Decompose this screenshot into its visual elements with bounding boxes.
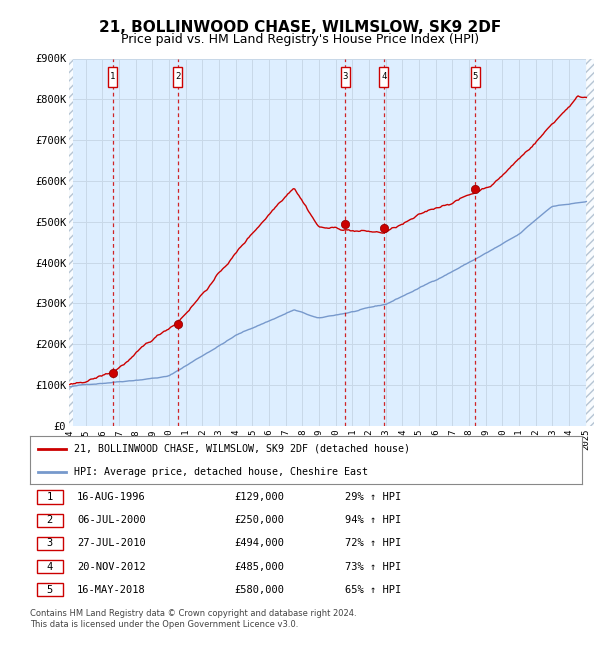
Text: 16-MAY-2018: 16-MAY-2018 <box>77 585 146 595</box>
FancyBboxPatch shape <box>37 537 63 550</box>
Text: 20-NOV-2012: 20-NOV-2012 <box>77 562 146 571</box>
Text: 06-JUL-2000: 06-JUL-2000 <box>77 515 146 525</box>
Bar <box>69 58 73 426</box>
Text: 72% ↑ HPI: 72% ↑ HPI <box>344 538 401 549</box>
FancyBboxPatch shape <box>173 67 182 86</box>
Text: 27-JUL-2010: 27-JUL-2010 <box>77 538 146 549</box>
Text: 1: 1 <box>110 72 115 81</box>
Text: 3: 3 <box>47 538 53 549</box>
FancyBboxPatch shape <box>470 67 480 86</box>
Text: 21, BOLLINWOOD CHASE, WILMSLOW, SK9 2DF (detached house): 21, BOLLINWOOD CHASE, WILMSLOW, SK9 2DF … <box>74 444 410 454</box>
Text: Price paid vs. HM Land Registry's House Price Index (HPI): Price paid vs. HM Land Registry's House … <box>121 32 479 46</box>
Text: £580,000: £580,000 <box>234 585 284 595</box>
Text: 65% ↑ HPI: 65% ↑ HPI <box>344 585 401 595</box>
FancyBboxPatch shape <box>379 67 388 86</box>
Text: 2: 2 <box>47 515 53 525</box>
FancyBboxPatch shape <box>341 67 350 86</box>
Text: 16-AUG-1996: 16-AUG-1996 <box>77 492 146 502</box>
Text: This data is licensed under the Open Government Licence v3.0.: This data is licensed under the Open Gov… <box>30 619 298 629</box>
Text: 5: 5 <box>472 72 478 81</box>
Text: 94% ↑ HPI: 94% ↑ HPI <box>344 515 401 525</box>
Text: £494,000: £494,000 <box>234 538 284 549</box>
Text: 4: 4 <box>47 562 53 571</box>
Text: Contains HM Land Registry data © Crown copyright and database right 2024.: Contains HM Land Registry data © Crown c… <box>30 609 356 618</box>
FancyBboxPatch shape <box>37 560 63 573</box>
FancyBboxPatch shape <box>37 583 63 597</box>
Text: 29% ↑ HPI: 29% ↑ HPI <box>344 492 401 502</box>
Text: 1: 1 <box>47 492 53 502</box>
FancyBboxPatch shape <box>37 514 63 527</box>
Text: 3: 3 <box>343 72 348 81</box>
Text: 4: 4 <box>381 72 386 81</box>
Bar <box>586 58 594 426</box>
FancyBboxPatch shape <box>108 67 118 86</box>
Text: £485,000: £485,000 <box>234 562 284 571</box>
Text: 5: 5 <box>47 585 53 595</box>
Text: 73% ↑ HPI: 73% ↑ HPI <box>344 562 401 571</box>
Text: HPI: Average price, detached house, Cheshire East: HPI: Average price, detached house, Ches… <box>74 467 368 477</box>
FancyBboxPatch shape <box>37 490 63 504</box>
Text: 2: 2 <box>175 72 180 81</box>
Text: £250,000: £250,000 <box>234 515 284 525</box>
Text: 21, BOLLINWOOD CHASE, WILMSLOW, SK9 2DF: 21, BOLLINWOOD CHASE, WILMSLOW, SK9 2DF <box>99 20 501 36</box>
Text: £129,000: £129,000 <box>234 492 284 502</box>
